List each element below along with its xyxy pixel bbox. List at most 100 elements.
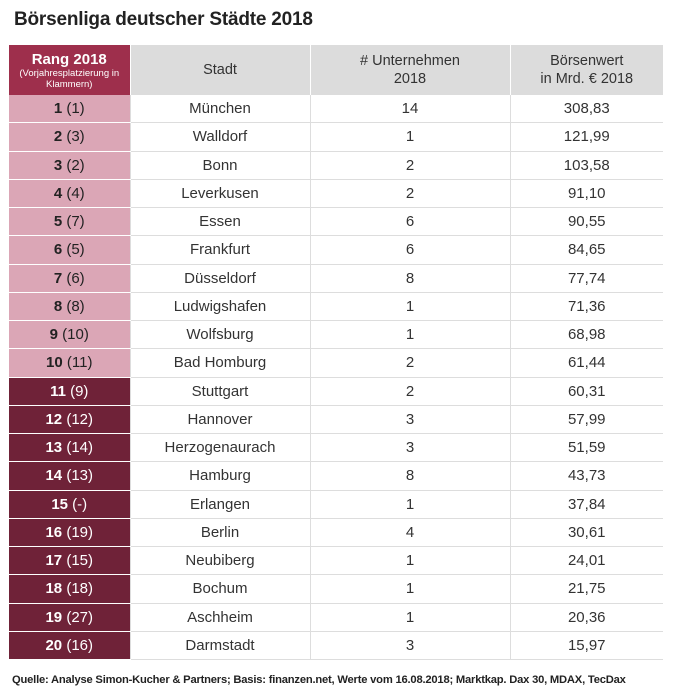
value-header-line1: Börsenwert	[550, 53, 624, 69]
table-row: 11 (9) Stuttgart 2 60,31	[9, 377, 663, 406]
market-value-cell: 308,83	[509, 95, 663, 124]
rank-value: 7	[53, 269, 63, 287]
table-row: 8 (8) Ludwigshafen 1 71,36	[9, 292, 663, 322]
rank-cell: 19 (27)	[9, 603, 130, 632]
city-cell: Wolfsburg	[129, 320, 310, 350]
rank-value: 20	[45, 636, 63, 654]
city-cell: Darmstadt	[129, 631, 310, 661]
market-value-cell: 57,99	[509, 405, 663, 435]
previous-rank: (7)	[66, 213, 85, 231]
previous-rank: (19)	[66, 523, 94, 541]
rank-value: 14	[45, 467, 63, 485]
companies-cell: 3	[309, 405, 510, 435]
companies-cell: 3	[309, 433, 510, 463]
previous-rank: (5)	[66, 241, 85, 259]
companies-cell: 14	[309, 95, 510, 124]
rank-cell: 12 (12)	[9, 405, 130, 435]
previous-rank: (16)	[66, 636, 94, 654]
rank-column-header: Rang 2018 (Vorjahresplatzierung in Klamm…	[9, 45, 130, 95]
city-cell: Düsseldorf	[129, 264, 310, 293]
rank-value: 15	[51, 495, 68, 513]
companies-column-header: # Unternehmen 2018	[309, 45, 510, 95]
table-row: 13 (14) Herzogenaurach 3 51,59	[9, 433, 663, 463]
rank-value: 9	[49, 326, 58, 344]
rank-value: 17	[45, 552, 63, 570]
previous-rank: (1)	[66, 100, 85, 118]
city-column-header: Stadt	[129, 45, 310, 95]
rank-value: 19	[45, 608, 63, 626]
city-cell: Ludwigshafen	[129, 292, 310, 322]
city-cell: Berlin	[129, 518, 310, 548]
rank-cell: 16 (19)	[9, 518, 130, 548]
value-header-line2: in Mrd. € 2018	[540, 71, 634, 87]
ranking-table: Rang 2018 (Vorjahresplatzierung in Klamm…	[9, 45, 663, 661]
rank-cell: 17 (15)	[9, 546, 130, 576]
table-row: 17 (15) Neubiberg 1 24,01	[9, 546, 663, 576]
city-cell: Aschheim	[129, 603, 310, 632]
rank-header-label: Rang 2018	[31, 50, 107, 68]
market-value-cell: 30,61	[509, 518, 663, 548]
rank-cell: 13 (14)	[9, 433, 130, 463]
rank-cell: 20 (16)	[9, 631, 130, 661]
city-cell: Herzogenaurach	[129, 433, 310, 463]
previous-rank: (15)	[66, 552, 94, 570]
rank-value: 4	[53, 184, 63, 202]
previous-rank: (4)	[66, 184, 85, 202]
market-value-cell: 60,31	[509, 377, 663, 406]
rank-value: 11	[50, 382, 66, 400]
rank-cell: 4 (4)	[9, 179, 130, 209]
rank-header-note: (Vorjahresplatzierung in Klammern)	[19, 67, 120, 90]
rank-cell: 5 (7)	[9, 207, 130, 237]
rank-cell: 18 (18)	[9, 574, 130, 604]
market-value-cell: 77,74	[509, 264, 663, 293]
companies-cell: 6	[309, 235, 510, 265]
market-value-cell: 37,84	[509, 490, 663, 519]
rank-value: 12	[45, 410, 63, 428]
market-value-cell: 68,98	[509, 320, 663, 350]
rank-cell: 7 (6)	[9, 264, 130, 293]
rank-value: 1	[53, 100, 63, 118]
table-row: 15 (-) Erlangen 1 37,84	[9, 490, 663, 519]
companies-header-line1: # Unternehmen	[360, 53, 460, 69]
companies-cell: 2	[309, 377, 510, 406]
city-cell: München	[129, 95, 310, 124]
rank-cell: 1 (1)	[9, 95, 130, 124]
companies-cell: 1	[309, 574, 510, 604]
previous-rank: (2)	[66, 156, 85, 174]
rank-value: 3	[53, 156, 63, 174]
companies-cell: 1	[309, 546, 510, 576]
companies-cell: 8	[309, 264, 510, 293]
rank-value: 8	[53, 297, 63, 315]
city-cell: Hamburg	[129, 461, 310, 491]
table-row: 5 (7) Essen 6 90,55	[9, 207, 663, 237]
table-row: 10 (11) Bad Homburg 2 61,44	[9, 348, 663, 378]
rank-value: 13	[45, 439, 63, 457]
rank-value: 6	[53, 241, 63, 259]
companies-cell: 4	[309, 518, 510, 548]
market-value-cell: 121,99	[509, 122, 663, 152]
companies-cell: 1	[309, 292, 510, 322]
previous-rank: (11)	[66, 354, 93, 372]
rank-value: 18	[45, 580, 63, 598]
companies-cell: 2	[309, 151, 510, 180]
city-cell: Frankfurt	[129, 235, 310, 265]
rank-value: 2	[53, 128, 63, 146]
rank-cell: 9 (10)	[9, 320, 130, 350]
table-row: 20 (16) Darmstadt 3 15,97	[9, 631, 663, 661]
companies-cell: 1	[309, 490, 510, 519]
source-note: Quelle: Analyse Simon-Kucher & Partners;…	[12, 674, 626, 686]
city-cell: Neubiberg	[129, 546, 310, 576]
companies-header-line2: 2018	[393, 71, 427, 87]
market-value-cell: 103,58	[509, 151, 663, 180]
market-value-cell: 71,36	[509, 292, 663, 322]
city-cell: Bad Homburg	[129, 348, 310, 378]
market-value-cell: 61,44	[509, 348, 663, 378]
previous-rank: (12)	[66, 410, 94, 428]
companies-cell: 1	[309, 320, 510, 350]
previous-rank: (-)	[72, 495, 88, 513]
market-value-cell: 91,10	[509, 179, 663, 209]
market-value-cell: 20,36	[509, 603, 663, 632]
city-cell: Essen	[129, 207, 310, 237]
market-value-cell: 15,97	[509, 631, 663, 661]
rank-cell: 6 (5)	[9, 235, 130, 265]
